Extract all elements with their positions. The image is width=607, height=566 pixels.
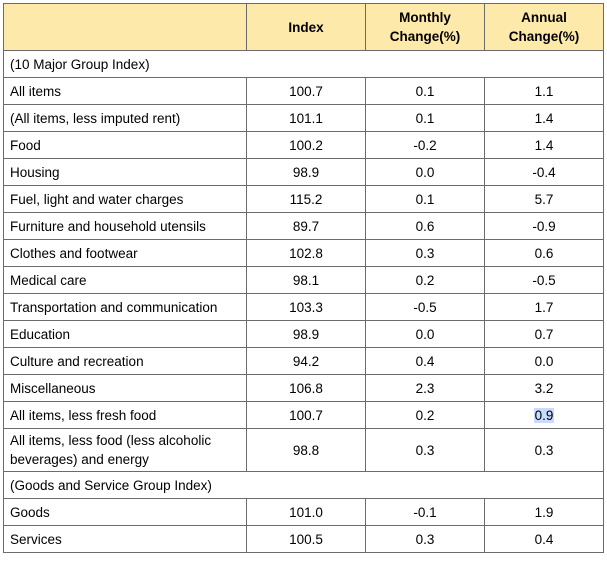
index-value: 103.3 [246, 293, 366, 321]
table-row: All items 100.7 0.1 1.1 [3, 77, 604, 105]
annual-change-value: 1.1 [484, 77, 604, 105]
monthly-change-value: 0.3 [365, 525, 485, 553]
table-row: Fuel, light and water charges 115.2 0.1 5.7 [3, 185, 604, 213]
index-value: 100.2 [246, 131, 366, 159]
index-value: 89.7 [246, 212, 366, 240]
annual-change-value: 0.3 [484, 428, 604, 472]
row-label: Miscellaneous [3, 374, 247, 402]
row-label: Transportation and communication [3, 293, 247, 321]
row-label: Medical care [3, 266, 247, 294]
row-label: All items, less fresh food [3, 401, 247, 429]
table-row: (All items, less imputed rent) 101.1 0.1 1.… [3, 104, 604, 132]
table-row: Services 100.5 0.3 0.4 [3, 525, 604, 553]
annual-change-value: 5.7 [484, 185, 604, 213]
row-label: Culture and recreation [3, 347, 247, 375]
row-label: Services [3, 525, 247, 553]
row-label: Goods [3, 498, 247, 526]
monthly-change-value: 2.3 [365, 374, 485, 402]
table-header: Index Monthly Change(%) Annual Change(%) [3, 3, 604, 51]
monthly-change-value: 0.4 [365, 347, 485, 375]
section-label: (10 Major Group Index) [3, 50, 604, 78]
annual-change-value: 0.6 [484, 239, 604, 267]
row-label: Housing [3, 158, 247, 186]
index-value: 98.9 [246, 158, 366, 186]
monthly-change-value: 0.1 [365, 185, 485, 213]
annual-change-value: -0.9 [484, 212, 604, 240]
table-row: Food 100.2 -0.2 1.4 [3, 131, 604, 159]
index-value: 98.1 [246, 266, 366, 294]
annual-change-value: 1.4 [484, 104, 604, 132]
header-monthly-change: Monthly Change(%) [365, 3, 485, 51]
row-label: All items [3, 77, 247, 105]
annual-change-value: -0.5 [484, 266, 604, 294]
row-label: Food [3, 131, 247, 159]
table-row: All items, less fresh food 100.7 0.2 0.9 [3, 401, 604, 429]
table-row: Clothes and footwear 102.8 0.3 0.6 [3, 239, 604, 267]
monthly-change-value: 0.1 [365, 77, 485, 105]
table-row: Goods 101.0 -0.1 1.9 [3, 498, 604, 526]
header-annual-change: Annual Change(%) [484, 3, 604, 51]
monthly-change-value: 0.2 [365, 401, 485, 429]
table-row: Education 98.9 0.0 0.7 [3, 320, 604, 348]
header-index: Index [246, 3, 366, 51]
monthly-change-value: -0.2 [365, 131, 485, 159]
row-label: Fuel, light and water charges [3, 185, 247, 213]
section-label: (Goods and Service Group Index) [3, 471, 604, 499]
monthly-change-value: 0.2 [365, 266, 485, 294]
annual-change-value: 1.7 [484, 293, 604, 321]
annual-change-value: 1.9 [484, 498, 604, 526]
index-value: 101.1 [246, 104, 366, 132]
table-row: Transportation and communication 103.3 -0.… [3, 293, 604, 321]
monthly-change-value: 0.0 [365, 320, 485, 348]
index-value: 94.2 [246, 347, 366, 375]
selected-text-highlight[interactable]: 0.9 [533, 407, 555, 423]
row-label: (All items, less imputed rent) [3, 104, 247, 132]
index-value: 102.8 [246, 239, 366, 267]
monthly-change-value: 0.3 [365, 239, 485, 267]
index-value: 100.7 [246, 77, 366, 105]
row-label: All items, less food (less alcoholic bev… [3, 428, 247, 472]
header-blank-cell [3, 3, 247, 51]
table-row: All items, less food (less alcoholic bev… [3, 428, 604, 472]
index-value: 100.7 [246, 401, 366, 429]
row-label: Education [3, 320, 247, 348]
cpi-table: Index Monthly Change(%) Annual Change(%)… [3, 3, 604, 553]
table-body: (10 Major Group Index) All items 100.7 0.1 1… [3, 50, 604, 553]
index-value: 98.9 [246, 320, 366, 348]
index-value: 100.5 [246, 525, 366, 553]
annual-change-value: 0.4 [484, 525, 604, 553]
section-row: (10 Major Group Index) [3, 50, 604, 78]
index-value: 115.2 [246, 185, 366, 213]
index-value: 98.8 [246, 428, 366, 472]
table-row: Culture and recreation 94.2 0.4 0.0 [3, 347, 604, 375]
section-row: (Goods and Service Group Index) [3, 471, 604, 499]
row-label: Furniture and household utensils [3, 212, 247, 240]
monthly-change-value: 0.0 [365, 158, 485, 186]
annual-change-value: 1.4 [484, 131, 604, 159]
table-row: Furniture and household utensils 89.7 0.6-… [3, 212, 604, 240]
index-value: 101.0 [246, 498, 366, 526]
annual-change-value: 0.0 [484, 347, 604, 375]
annual-change-value: 0.9 [484, 401, 604, 429]
annual-change-value: -0.4 [484, 158, 604, 186]
row-label: Clothes and footwear [3, 239, 247, 267]
monthly-change-value: 0.1 [365, 104, 485, 132]
table-row: Miscellaneous 106.8 2.3 3.2 [3, 374, 604, 402]
monthly-change-value: 0.3 [365, 428, 485, 472]
header-row: Index Monthly Change(%) Annual Change(%) [3, 3, 604, 51]
annual-change-value: 3.2 [484, 374, 604, 402]
monthly-change-value: 0.6 [365, 212, 485, 240]
table-row: Housing 98.9 0.0 -0.4 [3, 158, 604, 186]
annual-change-value: 0.7 [484, 320, 604, 348]
monthly-change-value: -0.1 [365, 498, 485, 526]
index-value: 106.8 [246, 374, 366, 402]
monthly-change-value: -0.5 [365, 293, 485, 321]
table-row: Medical care 98.1 0.2 -0.5 [3, 266, 604, 294]
